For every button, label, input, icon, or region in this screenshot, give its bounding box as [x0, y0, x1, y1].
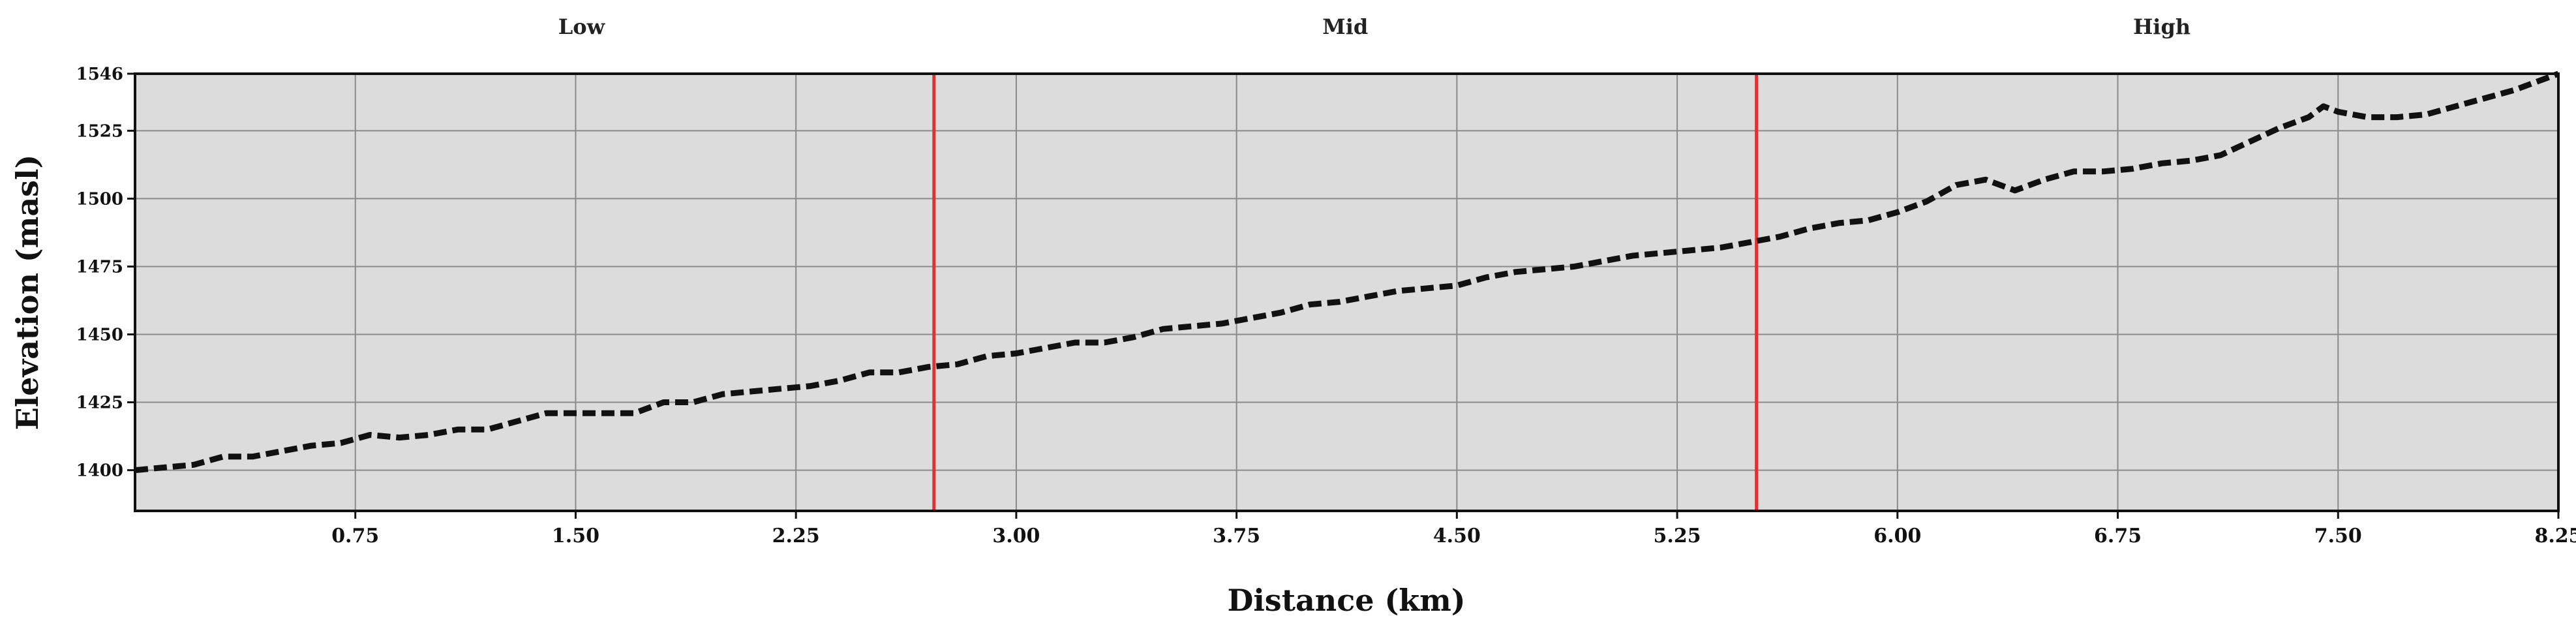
- y-tick-label: 1500: [76, 189, 123, 209]
- zone-label-high: High: [2133, 14, 2190, 39]
- zone-label-mid: Mid: [1322, 14, 1368, 39]
- zone-label-low: Low: [558, 14, 606, 39]
- x-tick-label: 7.50: [2314, 525, 2362, 547]
- x-tick-label: 0.75: [331, 525, 379, 547]
- x-tick-label: 2.25: [772, 525, 820, 547]
- x-axis-title: Distance (km): [1227, 583, 1465, 618]
- plot-background: [135, 74, 2558, 511]
- x-tick-label: 3.00: [992, 525, 1040, 547]
- y-tick-label: 1425: [76, 393, 123, 413]
- x-axis-ticks: 0.75 1.50 2.25 3.00 3.75 4.50 5.25 6.00 6.75 7.50…: [331, 511, 2576, 547]
- y-tick-label: 1475: [76, 257, 123, 277]
- zone-labels: Low Mid High: [558, 14, 2190, 39]
- y-tick-label: 1450: [76, 326, 123, 345]
- x-tick-label: 6.75: [2094, 525, 2142, 547]
- y-tick-label: 1525: [76, 121, 123, 141]
- y-tick-label: 1400: [76, 461, 123, 481]
- x-tick-label: 1.50: [552, 525, 599, 547]
- y-axis-ticks: 1400 1425 1450 1475 1500 1525 1546: [76, 65, 135, 481]
- x-tick-label: 4.50: [1433, 525, 1481, 547]
- y-axis-title: Elevation (masl): [10, 155, 45, 431]
- y-tick-label: 1546: [76, 65, 123, 84]
- elevation-line: [134, 70, 2560, 474]
- x-tick-label: 8.25: [2534, 525, 2576, 547]
- x-tick-label: 6.00: [1873, 525, 1921, 547]
- x-tick-label: 3.75: [1213, 525, 1260, 547]
- x-tick-label: 5.25: [1654, 525, 1701, 547]
- plot-frame: [134, 72, 2560, 512]
- zone-dividers: [932, 74, 1759, 511]
